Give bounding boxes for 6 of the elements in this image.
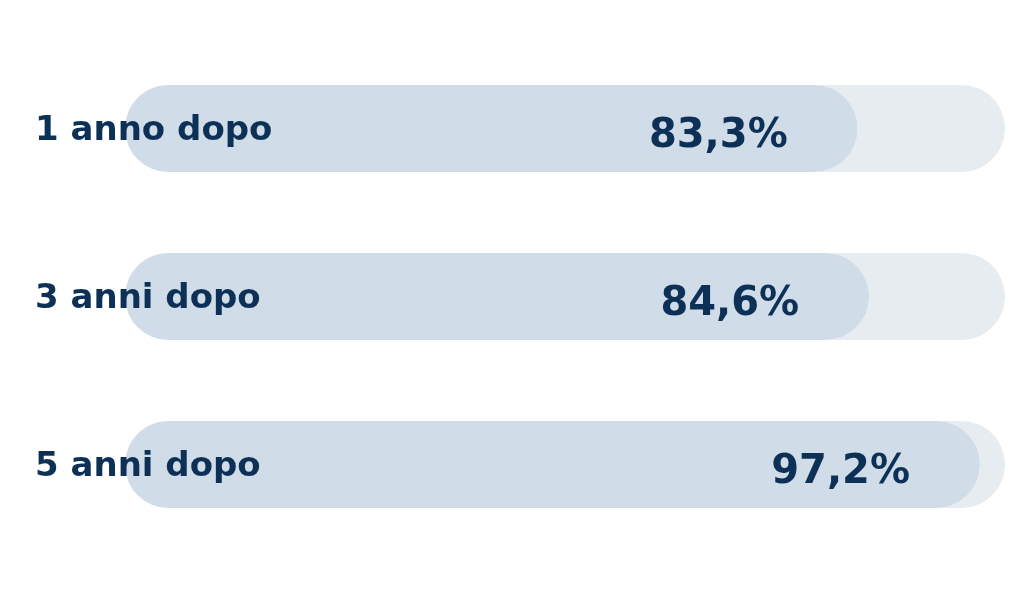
data-label: 97,2% bbox=[771, 445, 910, 492]
y-tick-label: 3 anni dopo bbox=[35, 276, 261, 317]
y-tick-label: 1 anno dopo bbox=[35, 108, 273, 149]
data-label: 83,3% bbox=[648, 109, 788, 156]
y-tick-label: 5 anni dopo bbox=[35, 444, 261, 485]
data-label: 84,6% bbox=[660, 277, 800, 324]
